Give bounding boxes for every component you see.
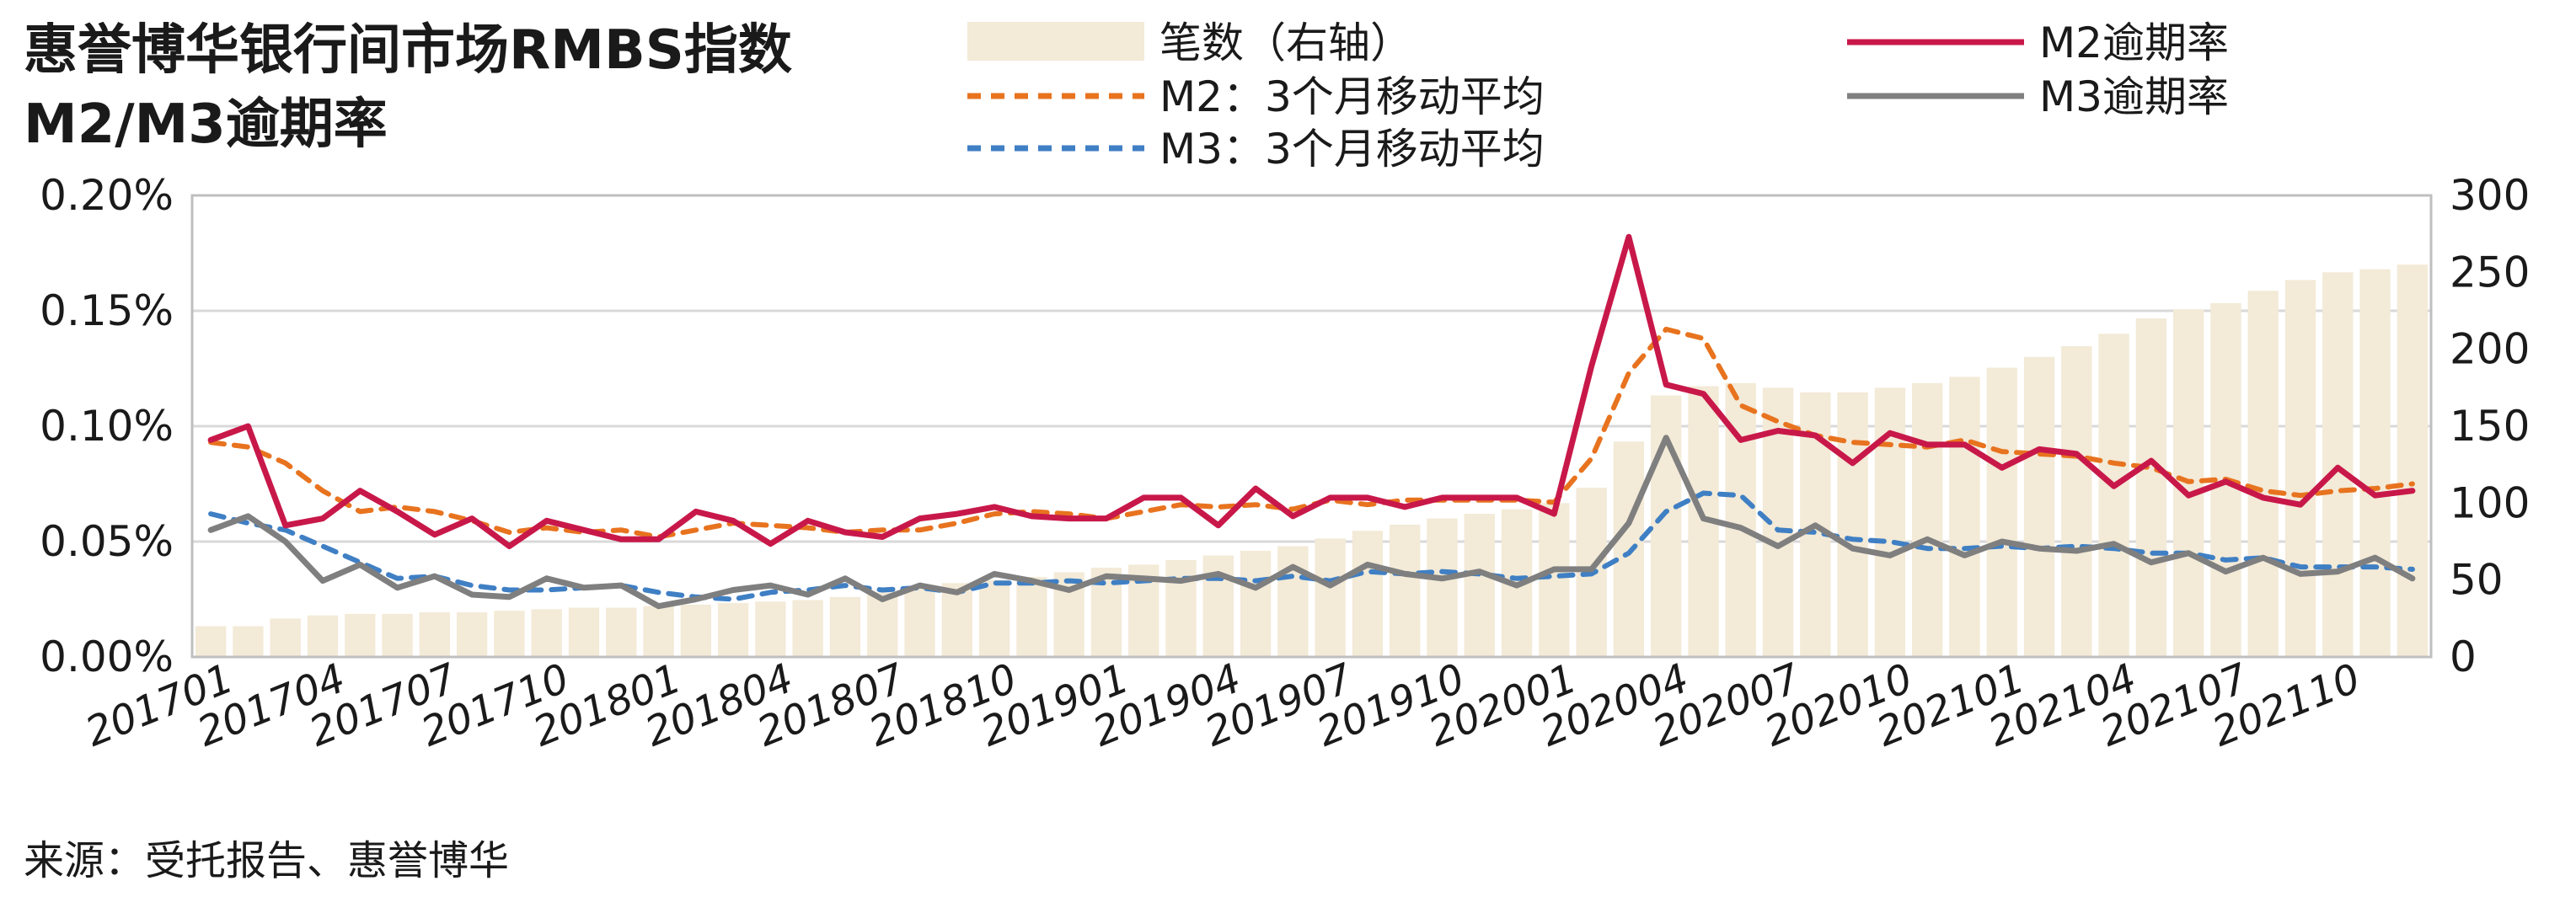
chart-subtitle: M2/M3逾期率 — [24, 93, 388, 156]
bar — [2023, 356, 2055, 657]
bar — [829, 596, 861, 657]
bar — [978, 579, 1010, 657]
bar — [606, 607, 637, 657]
m2-line — [207, 233, 2416, 549]
bar — [2284, 280, 2316, 657]
right-axis-tick-label: 300 — [2450, 171, 2530, 220]
right-axis-tick-label: 50 — [2450, 556, 2504, 605]
bar — [345, 613, 376, 657]
bar — [1240, 550, 1272, 657]
legend-item: M3：3个月移动平均 — [967, 125, 1545, 174]
m3-line — [207, 435, 2416, 610]
bar — [643, 606, 674, 657]
bar-series — [195, 264, 2429, 657]
bar — [1651, 395, 1682, 657]
m2-moving-average-line — [208, 326, 2415, 540]
bar — [1427, 518, 1458, 657]
bar — [2061, 346, 2092, 657]
bar — [307, 615, 339, 657]
bar — [2322, 272, 2354, 657]
bar — [1165, 559, 1197, 657]
bar — [1986, 367, 2017, 657]
legend-label: M2逾期率 — [2039, 19, 2229, 67]
left-axis-tick-label: 0.20% — [40, 171, 174, 220]
right-axis-tick-label: 200 — [2450, 325, 2530, 374]
bar — [1277, 546, 1309, 657]
plot-border — [190, 194, 2433, 659]
chart-title: 惠誉博华银行间市场RMBS指数 — [24, 19, 792, 82]
right-axis-tick-label: 0 — [2450, 633, 2477, 681]
bar — [1613, 441, 1645, 657]
legend-item: M2逾期率 — [1847, 19, 2229, 67]
bar — [456, 612, 488, 657]
bar — [494, 611, 525, 657]
bar — [2098, 334, 2129, 657]
bar — [195, 626, 227, 657]
bar — [904, 585, 935, 657]
bar — [270, 618, 301, 657]
legend-label: M2：3个月移动平均 — [1159, 72, 1545, 121]
left-axis-tick-label: 0.05% — [40, 517, 174, 566]
left-axis-tick-label: 0.00% — [40, 633, 174, 681]
bar — [867, 592, 898, 657]
bar — [568, 607, 600, 657]
legend-item: M2：3个月移动平均 — [967, 72, 1545, 121]
bar — [1912, 382, 1943, 657]
bar — [1315, 538, 1346, 657]
right-axis-tick-label: 250 — [2450, 248, 2530, 296]
bar — [1390, 524, 1421, 657]
legend-label: M3逾期率 — [2039, 72, 2229, 121]
bar — [792, 600, 823, 657]
bar — [2247, 291, 2279, 657]
bar — [531, 609, 562, 657]
bar — [1874, 387, 1906, 657]
legend-label: M3：3个月移动平均 — [1159, 125, 1545, 174]
bar — [941, 583, 972, 657]
bar — [2135, 318, 2167, 657]
legend-item: M3逾期率 — [1847, 72, 2229, 121]
bar — [1539, 503, 1570, 657]
left-axis-tick-label: 0.15% — [40, 286, 174, 335]
legend-item: 笔数（右轴） — [967, 19, 1412, 67]
bar — [1464, 514, 1495, 657]
bar — [2397, 264, 2429, 657]
bar — [717, 603, 749, 657]
bar — [233, 626, 264, 657]
bar — [1949, 376, 1980, 657]
legend-swatch — [967, 22, 1144, 61]
bar — [680, 604, 711, 657]
bar — [2359, 269, 2391, 657]
bar — [1352, 531, 1384, 657]
source-note: 来源：受托报告、惠誉博华 — [24, 837, 510, 884]
bar — [419, 612, 450, 657]
bar — [1202, 555, 1234, 657]
right-axis-tick-label: 100 — [2450, 478, 2530, 527]
left-axis-tick-label: 0.10% — [40, 402, 174, 451]
bar — [1837, 392, 1868, 657]
legend-label: 笔数（右轴） — [1159, 19, 1412, 67]
bar — [755, 601, 786, 657]
bar — [382, 613, 413, 657]
right-axis-tick-label: 150 — [2450, 402, 2530, 451]
bar — [1016, 577, 1047, 657]
